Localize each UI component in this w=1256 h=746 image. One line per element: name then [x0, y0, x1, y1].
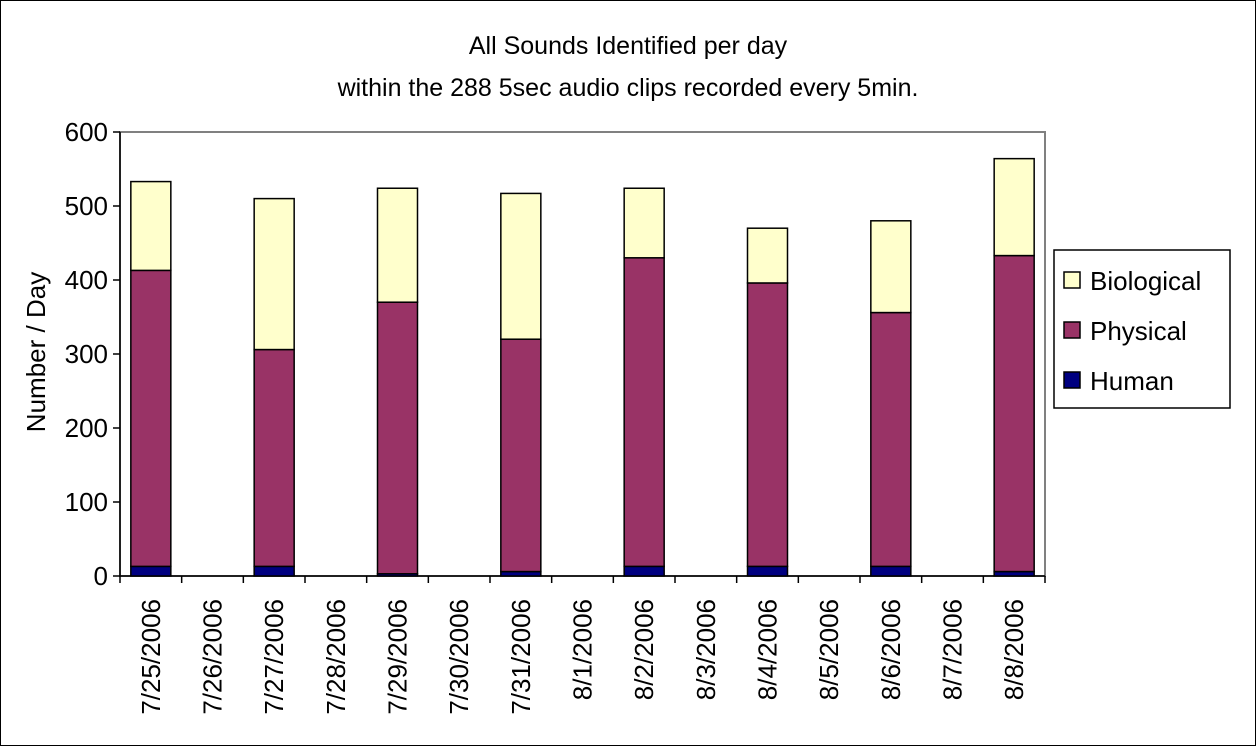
bar-segment-biological [746, 227, 789, 284]
bar-segment-human [746, 565, 789, 577]
x-tick-label: 7/29/2006 [383, 599, 413, 715]
bar-segment-physical [746, 282, 789, 568]
x-tick-label: 7/30/2006 [444, 599, 474, 715]
x-tick-label: 7/26/2006 [198, 599, 228, 715]
bar-segment-biological [870, 220, 912, 314]
bar-segment-physical [500, 338, 542, 573]
x-tick-label: 8/5/2006 [814, 599, 844, 700]
bar-segment-human [130, 565, 172, 577]
chart-title: All Sounds Identified per day [469, 32, 788, 60]
y-tick-label: 500 [65, 191, 108, 221]
bar-segment-human [870, 565, 912, 577]
bar-segment-physical [870, 311, 912, 568]
y-tick-label: 0 [94, 561, 108, 591]
legend-label-biological: Biological [1090, 266, 1201, 296]
y-tick-label: 400 [65, 265, 108, 295]
bar-segment-biological [130, 180, 172, 272]
legend-box [1053, 249, 1231, 409]
legend-swatch-human [1063, 371, 1081, 389]
x-tick-label: 8/6/2006 [876, 599, 906, 700]
legend-label-human: Human [1090, 366, 1174, 396]
bar-segment-physical [130, 269, 172, 568]
x-tick-label: 8/4/2006 [753, 599, 783, 700]
bar-segment-biological [993, 157, 1035, 257]
bar-segment-physical [376, 301, 419, 575]
legend: Biological Physical Human [1053, 249, 1231, 409]
x-tick-label: 8/3/2006 [691, 599, 721, 700]
x-axis: 7/25/2006 7/26/2006 7/27/2006 7/28/2006 7/29… [119, 576, 1046, 715]
y-axis-title: Number / Day [21, 272, 51, 432]
y-tick-label: 100 [65, 487, 108, 517]
legend-label-physical: Physical [1090, 316, 1187, 346]
x-tick-label: 8/2/2006 [629, 599, 659, 700]
bar-segment-biological [253, 197, 295, 351]
bar-segment-human [623, 565, 665, 577]
bar-segment-biological [623, 187, 665, 259]
legend-swatch-biological [1063, 271, 1081, 289]
bar-segment-physical [993, 254, 1035, 573]
x-tick-label: 8/1/2006 [568, 599, 598, 700]
x-tick-label: 7/25/2006 [136, 599, 166, 715]
y-axis: 0 100 200 300 400 500 600 [65, 117, 120, 591]
bar-segment-human [253, 565, 295, 577]
y-tick-label: 600 [65, 117, 108, 147]
y-tick-label: 200 [65, 413, 108, 443]
x-tick-label: 7/27/2006 [259, 599, 289, 715]
x-tick-label: 8/7/2006 [938, 599, 968, 700]
bars [130, 157, 1035, 577]
bar-segment-biological [500, 192, 542, 340]
bar-segment-physical [253, 348, 295, 568]
x-tick-label: 7/31/2006 [506, 599, 536, 715]
bar-segment-physical [623, 257, 665, 568]
y-tick-label: 300 [65, 339, 108, 369]
x-tick-label: 8/8/2006 [999, 599, 1029, 700]
bar-segment-biological [376, 187, 419, 303]
legend-swatch-physical [1063, 321, 1081, 339]
x-tick-label: 7/28/2006 [321, 599, 351, 715]
chart-subtitle: within the 288 5sec audio clips recorded… [337, 74, 919, 102]
